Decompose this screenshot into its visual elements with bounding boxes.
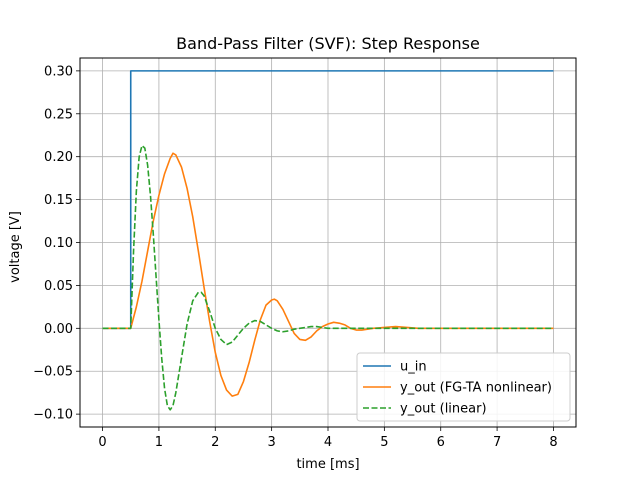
y-tick-label: 0.25 [44,107,73,122]
y-tick-label: 0.10 [44,236,73,251]
y-tick-label: 0.05 [44,279,73,294]
x-tick-label: 8 [549,435,557,450]
x-tick-label: 0 [98,435,106,450]
x-tick-label: 4 [324,435,332,450]
legend: u_in y_out (FG-TA nonlinear) y_out (linear… [356,352,571,422]
y-tick-label: −0.10 [33,408,73,423]
x-tick-label: 6 [437,435,445,450]
y-axis-label: voltage [V] [8,211,23,283]
series-line-3 [102,144,554,411]
x-tick-label: 7 [493,435,501,450]
legend-box [356,352,571,422]
x-tick-label: 1 [155,435,163,450]
x-tick-label: 2 [211,435,219,450]
y-tick-label: 0.00 [44,322,73,337]
axis-ticks: 0 1 2 3 4 5 6 7 8 −0.10 −0.05 0.00 0.05 0.10 0.15 0.20 0… [33,64,557,450]
x-tick-label: 3 [267,435,275,450]
x-axis-label: time [ms] [296,457,359,472]
x-tick-label: 5 [380,435,388,450]
legend-label: y_out (linear) [400,402,487,417]
legend-label: y_out (FG-TA nonlinear) [400,381,552,396]
y-tick-label: 0.15 [44,193,73,208]
y-tick-label: 0.30 [44,64,73,79]
y-tick-label: 0.20 [44,150,73,165]
plot-lines [102,70,554,411]
y-tick-label: −0.05 [33,365,73,380]
series-line-2 [102,152,554,397]
legend-label: u_in [400,360,427,375]
chart-title: Band-Pass Filter (SVF): Step Response [176,34,480,53]
